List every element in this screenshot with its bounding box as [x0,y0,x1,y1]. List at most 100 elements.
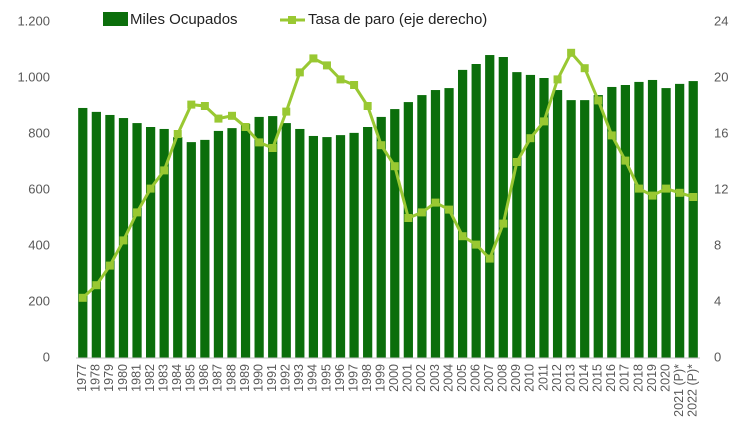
x-tick-label: 1997 [346,364,360,392]
legend-label: Tasa de paro (eje derecho) [308,11,487,28]
bar [186,142,196,358]
line-marker [78,293,87,302]
x-tick-label: 2022 (P)* [686,364,700,417]
x-tick-label: 2007 [482,364,496,392]
x-tick-label: 2017 [618,364,632,392]
bar [335,135,346,358]
bar [525,74,536,359]
bar [200,139,210,358]
y2-tick-label: 12 [714,181,728,196]
line-marker [634,184,643,193]
line-marker [512,158,521,166]
x-tick-label: 1984 [170,364,184,392]
line-marker [92,281,101,290]
x-tick-label: 2013 [563,364,577,392]
line-marker [160,166,169,175]
x-tick-label: 2019 [645,364,659,392]
bar [91,111,101,358]
line-marker [309,54,318,63]
line-marker [241,123,250,131]
line-marker [173,130,182,138]
line-marker [594,96,603,105]
bar [552,90,563,358]
line-marker [580,64,589,73]
x-tick-label: 1998 [360,364,374,392]
y2-tick-label: 20 [714,69,728,84]
bar [295,128,305,358]
x-tick-label: 2004 [441,364,455,392]
y2-tick-label: 8 [714,237,721,252]
bar [580,100,590,359]
y2-tick-label: 4 [714,293,721,308]
line-marker [499,219,508,228]
bar [159,128,169,358]
line-marker [689,193,698,201]
line-marker [540,117,548,126]
line-marker [200,102,209,110]
line-marker [255,138,264,147]
x-tick-label: 1992 [279,364,293,392]
y2-tick-label: 24 [714,13,728,28]
x-tick-label: 1977 [75,364,89,392]
line-marker [105,261,114,270]
x-tick-label: 1987 [211,364,225,392]
line-marker [485,254,494,263]
line-marker [363,102,372,110]
x-tick-label: 2014 [577,364,591,392]
legend-label: Miles Ocupados [130,11,238,28]
bar [593,95,603,358]
line-marker [336,75,345,84]
bar [607,86,617,359]
x-tick-label: 2005 [455,364,469,392]
x-tick-label: 1995 [319,364,333,392]
legend-swatch [103,12,128,26]
line-marker [458,232,467,241]
x-tick-label: 2020 [658,364,672,392]
x-tick-label: 1978 [89,364,103,392]
bar [566,100,576,359]
line-marker [662,184,671,193]
line-marker [322,61,331,70]
bar [105,114,115,359]
bar [268,116,278,358]
x-tick-label: 2001 [401,364,415,392]
bar [675,83,685,358]
x-tick-label: 2008 [496,364,510,392]
x-tick-label: 1996 [333,364,347,392]
line-marker [214,114,223,123]
line-marker [567,48,576,57]
x-tick-label: 1993 [292,364,306,392]
x-tick-label: 2000 [387,364,401,392]
x-tick-label: 1985 [184,364,198,392]
line-marker [119,236,128,245]
bar [390,109,400,358]
line [81,50,694,299]
bar [78,107,88,359]
bar [485,55,495,358]
x-tick-label: 1982 [143,364,157,392]
x-tick-label: 2018 [631,364,645,392]
bar [376,116,386,358]
line-marker [648,191,657,200]
line-marker [445,205,454,214]
x-tick-label: 1979 [102,364,116,392]
y2-tick-label: 16 [714,125,728,140]
x-tick-label: 1983 [156,364,170,392]
x-tick-label: 2003 [428,364,442,392]
x-tick-label: 1988 [224,364,238,392]
legend-marker [288,16,296,24]
y-tick-label: 0 [43,349,50,364]
bar [240,123,251,358]
line-marker [133,208,142,217]
bar [132,123,142,358]
x-tick-label: 2006 [468,364,482,392]
bar [620,85,631,358]
y-tick-label: 400 [28,237,50,252]
x-tick-label: 2016 [604,364,618,392]
line-marker [377,141,386,150]
bar [471,64,481,358]
bar [363,127,373,358]
y-tick-label: 1.000 [17,69,50,84]
bar [254,116,264,358]
